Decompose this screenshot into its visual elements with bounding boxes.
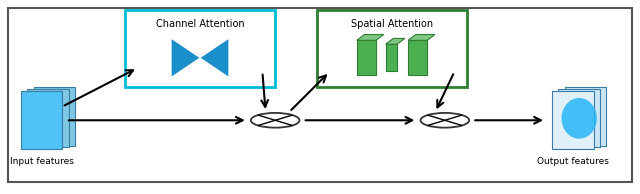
Ellipse shape (561, 98, 597, 139)
FancyBboxPatch shape (317, 10, 467, 87)
Text: Channel Attention: Channel Attention (156, 19, 244, 29)
Polygon shape (357, 35, 384, 40)
FancyBboxPatch shape (552, 91, 594, 149)
Polygon shape (172, 38, 200, 77)
FancyBboxPatch shape (357, 40, 376, 75)
Text: Spatial Attention: Spatial Attention (351, 19, 433, 29)
FancyBboxPatch shape (408, 40, 428, 75)
Polygon shape (408, 35, 435, 40)
FancyBboxPatch shape (20, 91, 63, 149)
Polygon shape (385, 38, 405, 44)
Text: Input features: Input features (10, 157, 74, 166)
FancyBboxPatch shape (8, 8, 632, 182)
FancyBboxPatch shape (34, 87, 76, 146)
FancyBboxPatch shape (385, 44, 397, 71)
FancyBboxPatch shape (125, 10, 275, 87)
FancyBboxPatch shape (565, 87, 607, 146)
Text: Output features: Output features (537, 157, 609, 166)
Circle shape (420, 113, 469, 128)
Polygon shape (200, 38, 229, 77)
Circle shape (251, 113, 300, 128)
FancyBboxPatch shape (28, 89, 69, 147)
FancyBboxPatch shape (559, 89, 600, 147)
